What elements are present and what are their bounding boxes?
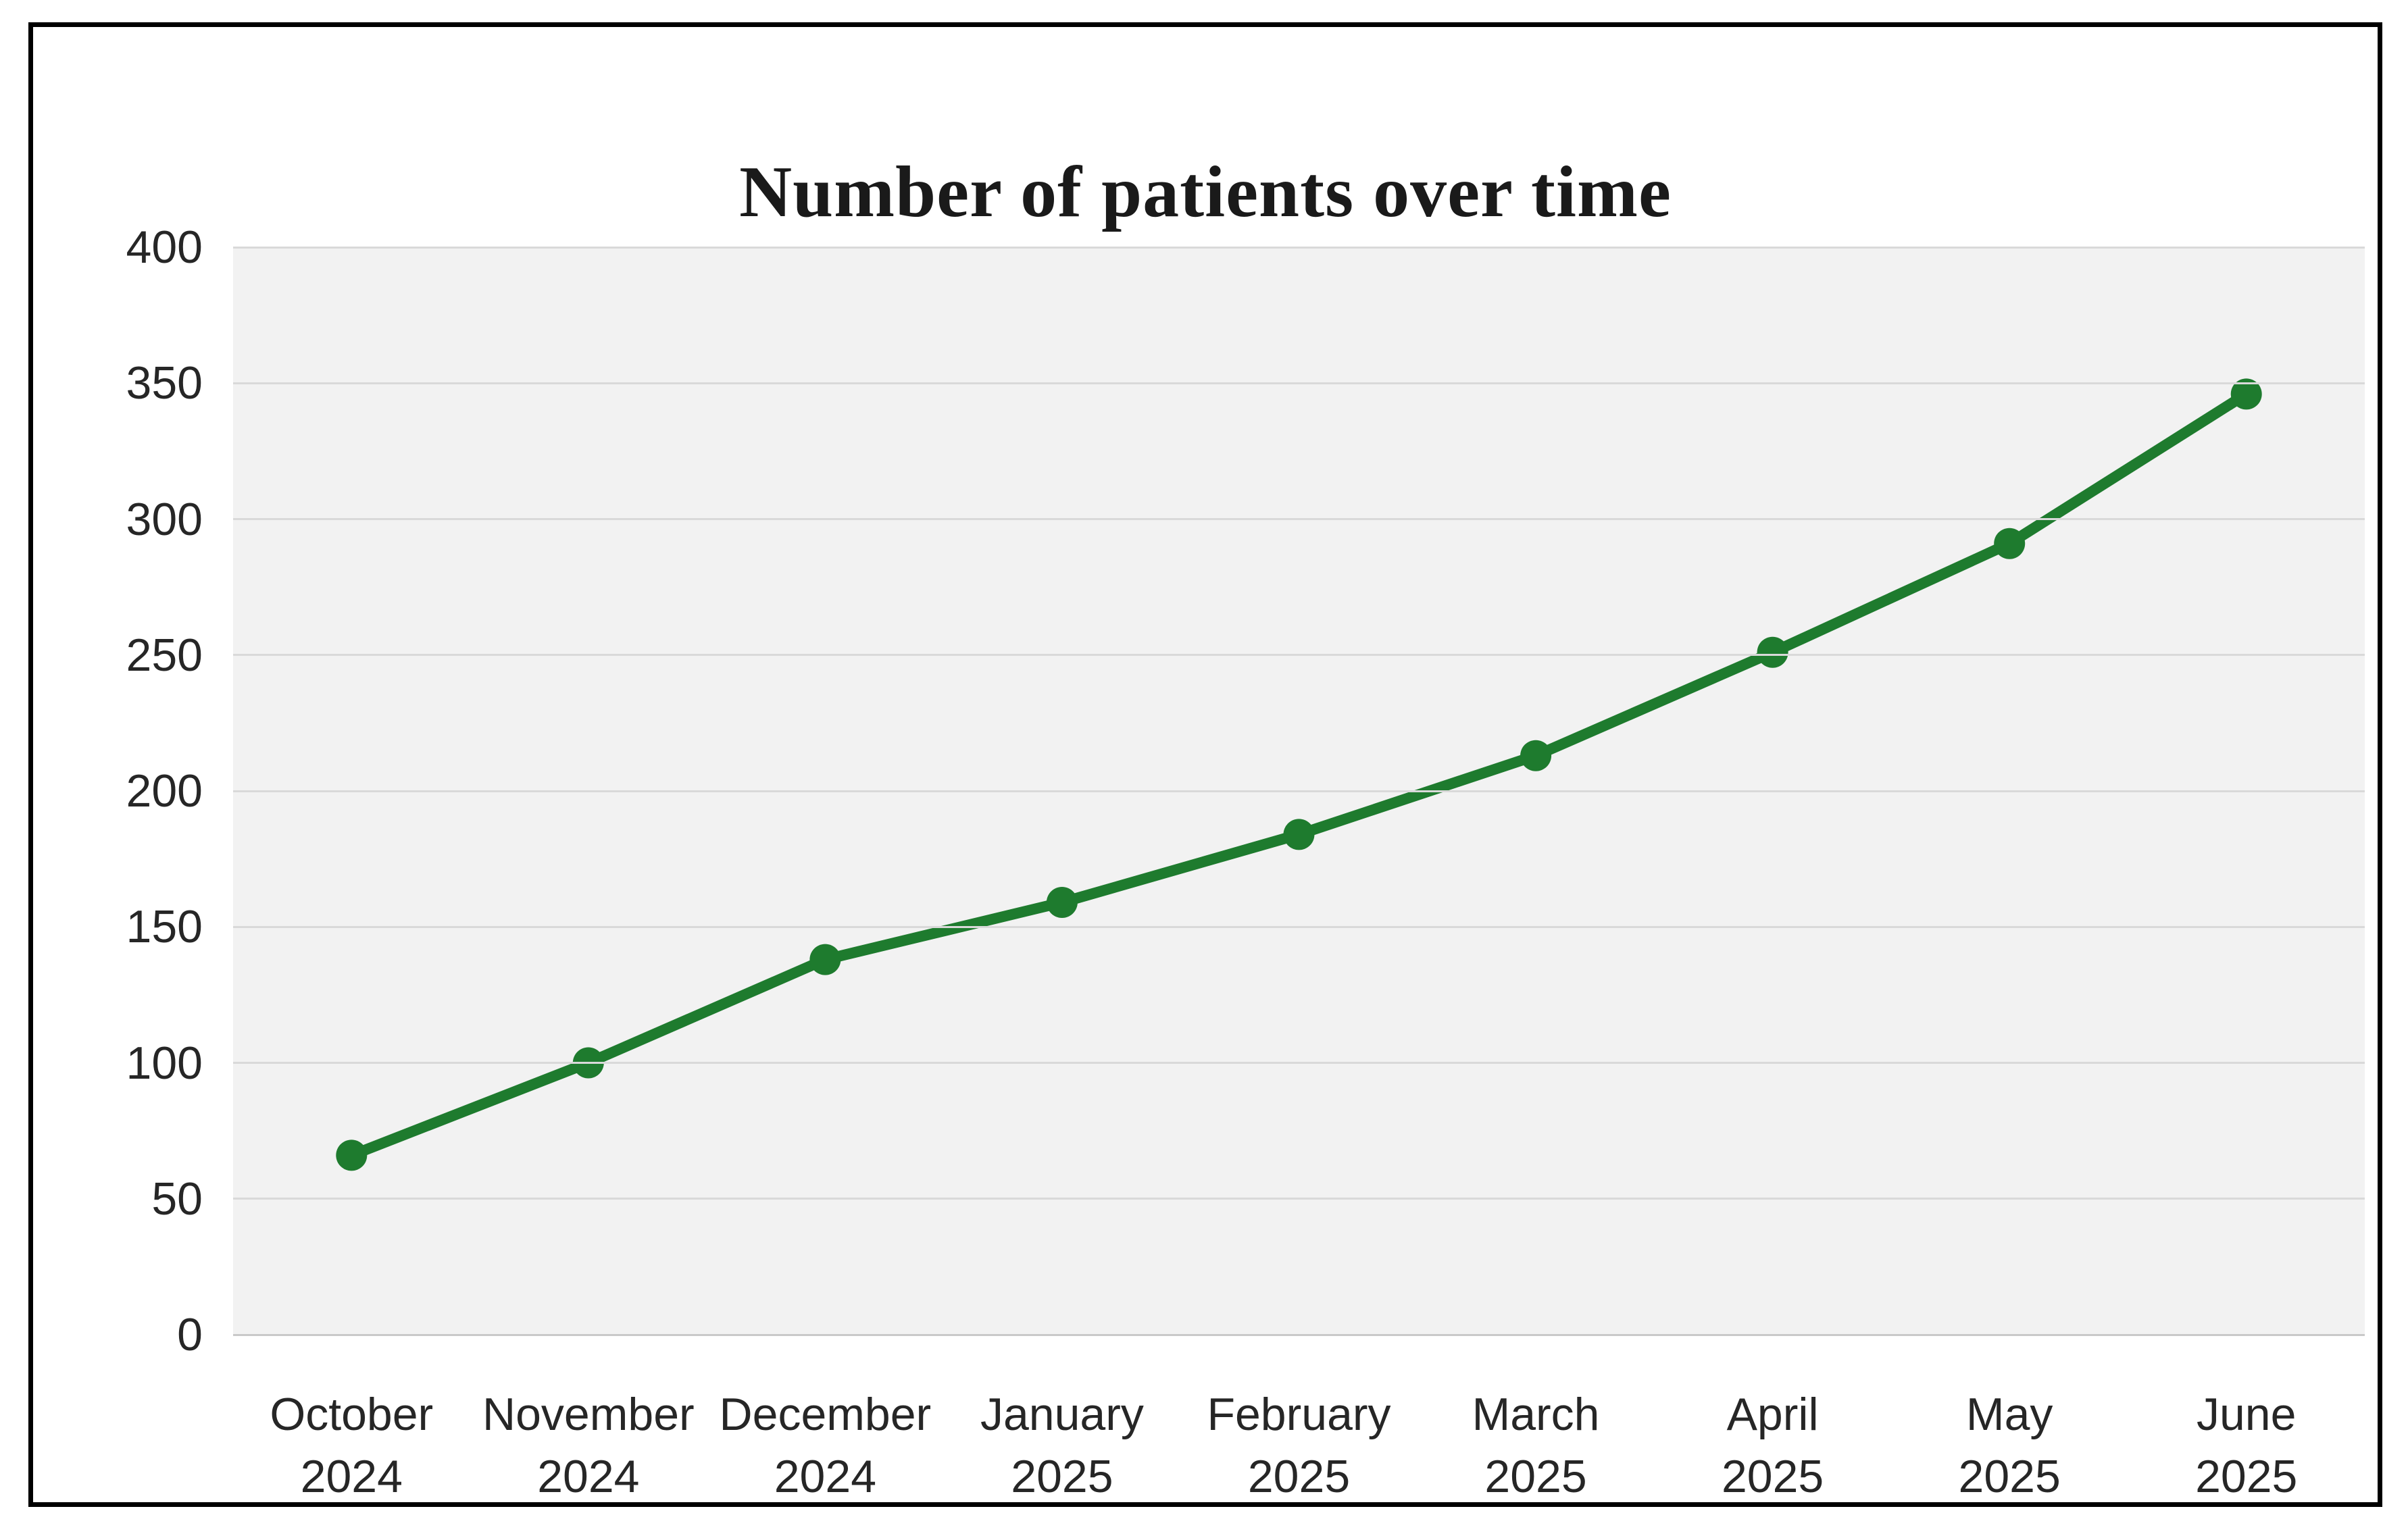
- gridline: [233, 246, 2365, 249]
- x-axis-category-label: November 2024: [447, 1383, 730, 1508]
- y-axis-tick-label: 100: [126, 1037, 203, 1089]
- category-year: 2024: [537, 1451, 640, 1502]
- category-year: 2025: [1721, 1451, 1824, 1502]
- y-axis-tick-label: 200: [126, 765, 203, 817]
- category-month: November: [482, 1389, 695, 1440]
- y-axis-tick-label: 300: [126, 493, 203, 545]
- x-axis-category-label: October 2024: [209, 1383, 493, 1508]
- gridline: [233, 790, 2365, 792]
- chart-title: Number of patients over time: [739, 152, 1672, 232]
- gridline: [233, 382, 2365, 384]
- category-month: December: [719, 1389, 932, 1440]
- data-point-marker: [1757, 636, 1788, 668]
- y-axis-tick-label: 250: [126, 629, 203, 681]
- patients-line: [346, 388, 2252, 1161]
- data-point-marker: [809, 944, 841, 975]
- data-point-marker: [1046, 887, 1078, 918]
- data-point-marker: [1520, 740, 1552, 771]
- x-axis-category-label: February 2025: [1157, 1383, 1441, 1508]
- y-axis-tick-label: 350: [126, 357, 203, 409]
- gridline: [233, 518, 2365, 520]
- category-month: June: [2196, 1389, 2297, 1440]
- data-point-marker: [2230, 378, 2262, 410]
- x-axis-category-label: December 2024: [683, 1383, 967, 1508]
- category-month: January: [980, 1389, 1144, 1440]
- category-month: October: [270, 1389, 434, 1440]
- category-year: 2025: [1247, 1451, 1351, 1502]
- x-axis-category-label: March 2025: [1394, 1383, 1678, 1508]
- category-year: 2025: [1484, 1451, 1587, 1502]
- category-month: April: [1726, 1389, 1819, 1440]
- category-month: March: [1472, 1389, 1600, 1440]
- x-axis-category-label: June 2025: [2105, 1383, 2388, 1508]
- gridline: [233, 654, 2365, 657]
- category-month: May: [1965, 1389, 2053, 1440]
- x-axis-baseline: [233, 1333, 2365, 1336]
- x-axis-category-label: January 2025: [920, 1383, 1204, 1508]
- category-month: February: [1207, 1389, 1391, 1440]
- gridline: [233, 925, 2365, 928]
- category-year: 2025: [1011, 1451, 1113, 1502]
- gridline: [233, 1198, 2365, 1200]
- x-axis-category-label: April 2025: [1631, 1383, 1915, 1508]
- y-axis-tick-label: 400: [126, 222, 203, 273]
- line-series-svg: [336, 378, 2262, 1171]
- category-year: 2024: [300, 1451, 403, 1502]
- category-year: 2025: [2195, 1451, 2298, 1502]
- data-point-marker: [336, 1139, 368, 1171]
- category-year: 2024: [774, 1451, 877, 1502]
- plot-area: [233, 246, 2365, 1336]
- data-point-marker: [1994, 528, 2026, 559]
- category-year: 2025: [1958, 1451, 2061, 1502]
- y-axis-tick-label: 150: [126, 901, 203, 953]
- y-axis-tick-label: 50: [151, 1173, 203, 1225]
- gridline: [233, 1062, 2365, 1064]
- data-point-marker: [1283, 819, 1315, 850]
- y-axis-tick-label: 0: [177, 1309, 203, 1360]
- x-axis-category-label: May 2025: [1867, 1383, 2151, 1508]
